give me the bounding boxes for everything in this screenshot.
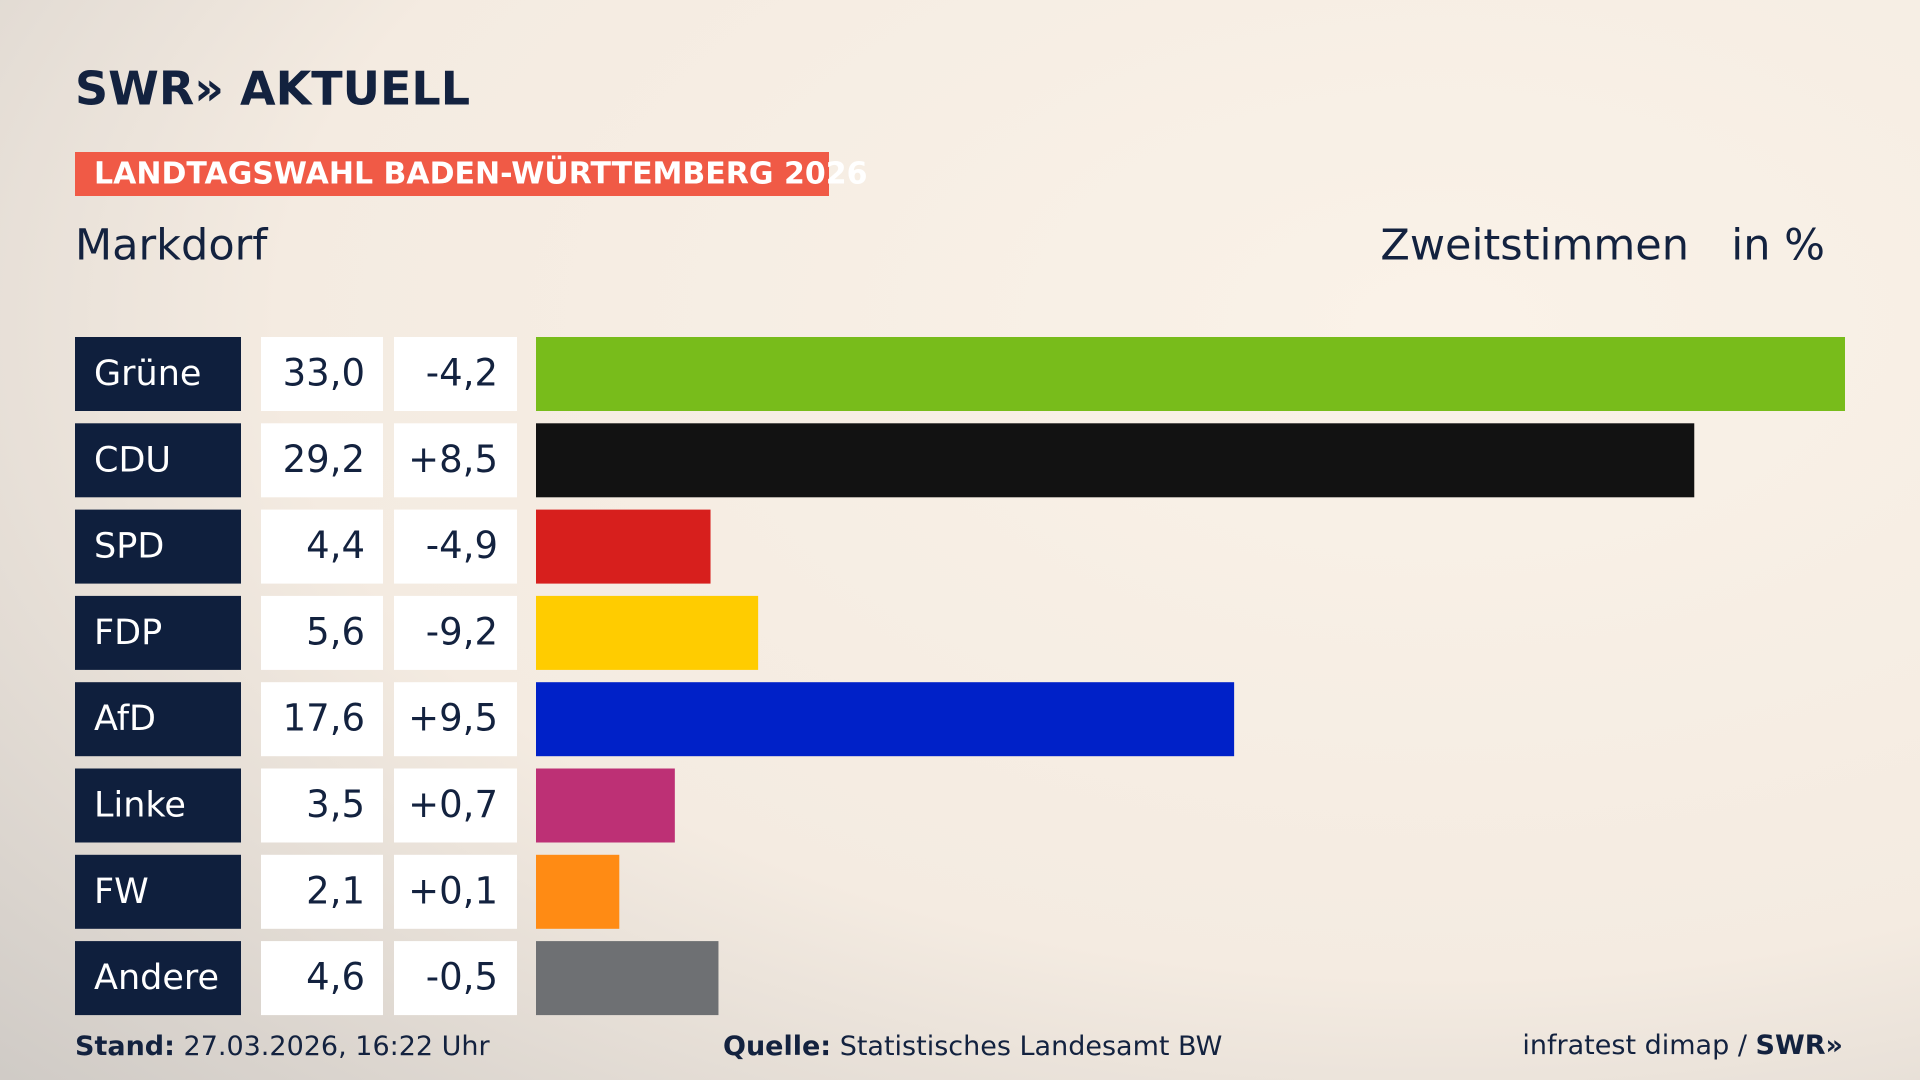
- change-box: [394, 595, 517, 670]
- tag-box: [75, 152, 829, 196]
- change-label: -9,2: [426, 610, 498, 653]
- value-label: 33,0: [283, 352, 365, 395]
- value-box: [261, 509, 383, 584]
- stand-label: Stand:: [75, 1031, 175, 1062]
- stand-value: 27.03.2026, 16:22 Uhr: [184, 1031, 491, 1062]
- bar: [536, 595, 759, 670]
- value-label: 29,2: [283, 438, 365, 481]
- party-label: SPD: [94, 527, 164, 567]
- subtitle: Zweitstimmen: [1380, 221, 1689, 271]
- party-label: Linke: [94, 786, 186, 826]
- value-label: 5,6: [306, 610, 365, 653]
- bar: [536, 509, 711, 584]
- party-box: [75, 509, 241, 584]
- party-label: FW: [94, 872, 149, 912]
- value-box: [261, 423, 383, 498]
- party-box: [75, 337, 241, 411]
- unit-label: in %: [1731, 221, 1825, 271]
- value-box: [261, 337, 383, 411]
- value-label: 4,6: [306, 956, 365, 999]
- party-label: AfD: [94, 699, 156, 739]
- party-box: [75, 423, 241, 498]
- change-box: [394, 682, 517, 757]
- change-box: [394, 854, 517, 929]
- stand: Stand: 27.03.2026, 16:22 Uhr: [75, 1031, 491, 1062]
- change-label: +8,5: [408, 438, 498, 481]
- change-box: [394, 941, 517, 1016]
- change-label: -4,2: [426, 352, 498, 395]
- bar: [536, 941, 719, 1016]
- change-box: [394, 768, 517, 843]
- party-label: CDU: [94, 440, 171, 480]
- party-box: [75, 595, 241, 670]
- change-label: -0,5: [426, 956, 498, 999]
- party-label: Andere: [94, 958, 219, 998]
- tag: LANDTAGSWAHL BADEN-WÜRTTEMBERG 2026: [94, 155, 867, 192]
- value-label: 17,6: [283, 697, 365, 740]
- value-box: [261, 854, 383, 929]
- party-label: FDP: [94, 613, 162, 653]
- party-box: [75, 682, 241, 757]
- party-box: [75, 768, 241, 843]
- bar: [536, 337, 1845, 411]
- source-value: Statistisches Landesamt BW: [840, 1031, 1223, 1062]
- credit: infratest dimap / SWR»: [1522, 1030, 1843, 1061]
- value-label: 4,4: [306, 524, 365, 567]
- value-box: [261, 682, 383, 757]
- chart-title: Markdorf: [75, 221, 268, 271]
- value-box: [261, 768, 383, 843]
- party-box: [75, 941, 241, 1016]
- change-label: +0,1: [408, 869, 498, 912]
- change-box: [394, 423, 517, 498]
- bar: [536, 682, 1235, 757]
- credit-text: infratest dimap /: [1522, 1030, 1747, 1061]
- change-label: +0,7: [408, 783, 498, 826]
- value-label: 3,5: [306, 783, 365, 826]
- party-box: [75, 854, 241, 929]
- party-label: Grüne: [94, 354, 201, 394]
- bar: [536, 768, 675, 843]
- source: Quelle: Statistisches Landesamt BW: [723, 1031, 1222, 1062]
- logo: SWR» AKTUELL: [75, 62, 470, 116]
- change-label: +9,5: [408, 697, 498, 740]
- source-label: Quelle:: [723, 1031, 831, 1062]
- change-box: [394, 509, 517, 584]
- value-box: [261, 595, 383, 670]
- credit-logo: SWR»: [1756, 1030, 1843, 1061]
- bar: [536, 854, 620, 929]
- value-label: 2,1: [306, 869, 365, 912]
- bar: [536, 423, 1695, 498]
- change-label: -4,9: [426, 524, 498, 567]
- change-box: [394, 337, 517, 411]
- rows: Grüne 33,0 -4,2 CDU 29,2 +8,5 SPD 4,4 -4,9 FDP 5,6…: [75, 337, 1845, 1016]
- value-box: [261, 941, 383, 1016]
